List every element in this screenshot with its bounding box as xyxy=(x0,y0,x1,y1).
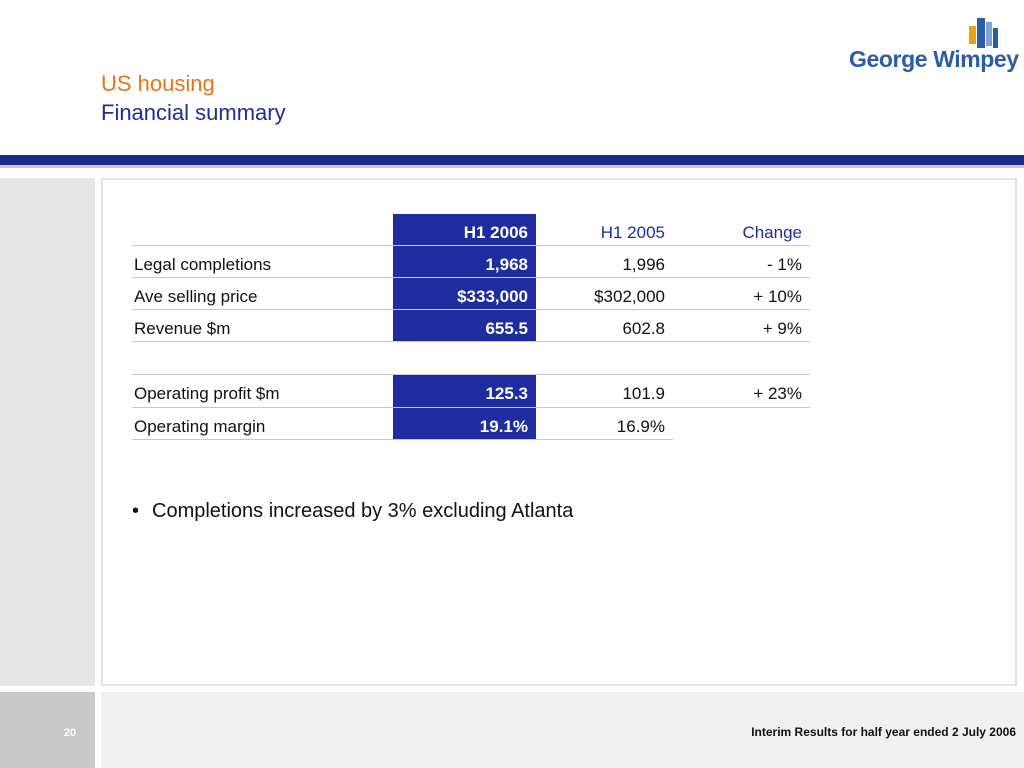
cell-h1-2006: 1,968 xyxy=(393,246,536,278)
cell-h1-2006: $333,000 xyxy=(393,278,536,310)
cell-h1-2005: 16.9% xyxy=(616,417,665,436)
cell-h1-2005: $302,000 xyxy=(594,287,665,306)
page-number: 20 xyxy=(63,727,77,739)
row-divider xyxy=(132,277,810,278)
left-sidebar-panel xyxy=(0,178,95,686)
cell-h1-2005: 602.8 xyxy=(622,319,665,338)
row-label: Revenue $m xyxy=(134,319,231,338)
title-line-secondary: Financial summary xyxy=(101,100,286,125)
cell-change: + 9% xyxy=(762,319,802,338)
column-header-h1-2005: H1 2005 xyxy=(600,223,665,242)
bullet-item: • Completions increased by 3% excluding A… xyxy=(132,500,573,523)
table-header-row: H1 2006 H1 2005 Change xyxy=(132,214,810,246)
slide-title: US housing Financial summary xyxy=(101,70,286,128)
row-label: Legal completions xyxy=(134,255,272,274)
row-label: Ave selling price xyxy=(134,287,258,306)
table-row: Revenue $m 655.5 602.8 + 9% xyxy=(132,310,810,342)
cell-change: + 10% xyxy=(753,287,802,306)
cell-h1-2005: 1,996 xyxy=(622,255,665,274)
table-row: Ave selling price $333,000 $302,000 + 10… xyxy=(132,278,810,310)
content-panel xyxy=(101,178,1017,686)
table-row: Legal completions 1,968 1,996 - 1% xyxy=(132,246,810,278)
column-header-change: Change xyxy=(742,223,802,242)
footer-right-panel xyxy=(101,692,1024,768)
bullet-dot-icon: • xyxy=(132,500,140,522)
footer-left-panel xyxy=(0,692,95,768)
row-divider xyxy=(132,439,673,440)
cell-h1-2006: 655.5 xyxy=(393,310,536,342)
table-row: Operating profit $m 125.3 101.9 + 23% xyxy=(132,375,810,408)
financial-summary-table: H1 2006 H1 2005 Change Legal completions… xyxy=(132,214,810,440)
bullet-text: Completions increased by 3% excluding At… xyxy=(152,500,574,522)
company-logo: George Wimpey xyxy=(849,16,1019,76)
header-divider xyxy=(0,155,1024,165)
header-divider-accent xyxy=(0,165,1024,168)
row-divider xyxy=(132,407,810,408)
cell-h1-2005: 101.9 xyxy=(622,384,665,403)
cell-change: + 23% xyxy=(753,384,802,403)
row-label: Operating profit $m xyxy=(134,384,280,403)
cell-h1-2006: 125.3 xyxy=(393,375,536,408)
table-row: Operating margin 19.1% 16.9% xyxy=(132,408,810,440)
row-divider xyxy=(132,245,810,246)
row-divider xyxy=(132,374,810,375)
row-label: Operating margin xyxy=(134,417,266,436)
cell-change: - 1% xyxy=(767,255,802,274)
row-divider xyxy=(132,309,810,310)
row-divider xyxy=(132,341,810,342)
cell-h1-2006: 19.1% xyxy=(393,408,536,440)
cell-change xyxy=(673,408,810,440)
logo-wordmark: George Wimpey xyxy=(849,46,1019,72)
footer-caption: Interim Results for half year ended 2 Ju… xyxy=(751,725,1016,739)
logo-mark-icon xyxy=(969,18,998,48)
table-spacer-row xyxy=(132,342,810,375)
title-line-primary: US housing xyxy=(101,71,215,96)
column-header-h1-2006: H1 2006 xyxy=(393,214,536,246)
